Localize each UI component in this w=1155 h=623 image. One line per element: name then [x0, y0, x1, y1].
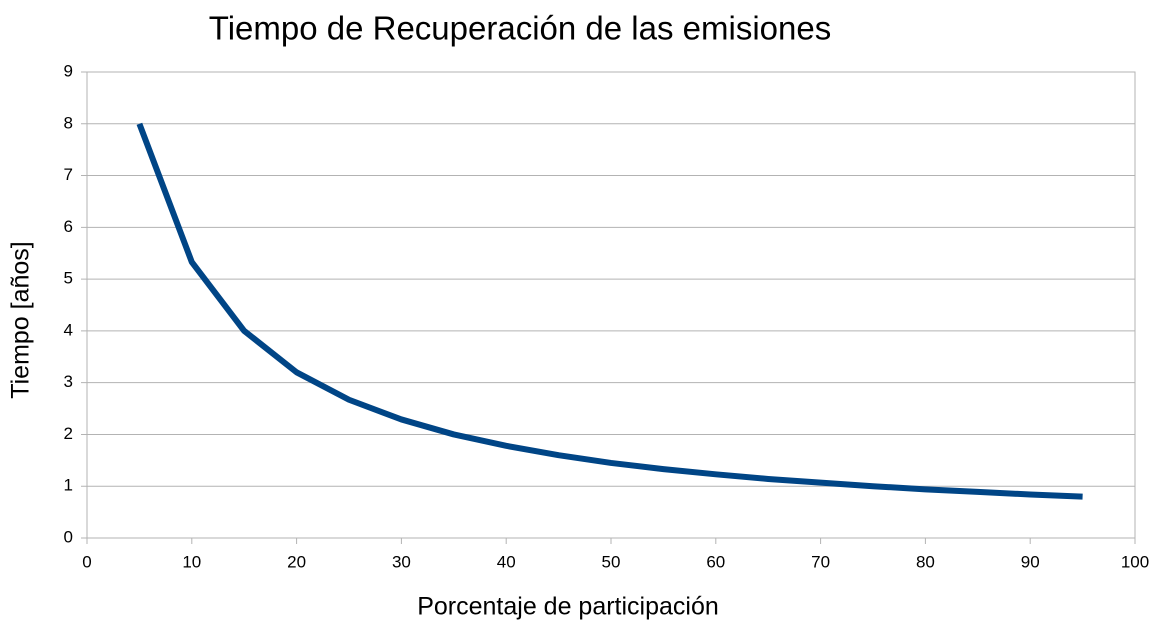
x-tick-label: 70 — [811, 552, 830, 571]
plot-border — [86, 71, 1136, 539]
x-tick-label: 90 — [1021, 552, 1040, 571]
line-series — [136, 122, 1083, 500]
y-tick-label: 0 — [64, 527, 73, 546]
x-tick-label: 20 — [287, 552, 306, 571]
y-tick-label: 4 — [64, 320, 73, 339]
y-tick-label: 6 — [64, 217, 73, 236]
x-tick-label: 50 — [602, 552, 621, 571]
x-axis-label: Porcentaje de participación — [417, 593, 719, 621]
x-tick-label: 10 — [182, 552, 201, 571]
y-tick-label: 1 — [64, 476, 73, 495]
x-tick-label: 40 — [497, 552, 516, 571]
x-tick-label: 80 — [916, 552, 935, 571]
y-tick-label: 5 — [64, 269, 73, 288]
y-tick-label: 7 — [64, 165, 73, 184]
chart-title: Tiempo de Recuperación de las emisiones — [209, 10, 831, 47]
x-tick-label: 60 — [706, 552, 725, 571]
x-tick-label: 0 — [82, 552, 91, 571]
x-tick-label: 100 — [1121, 552, 1149, 571]
y-tick-label: 3 — [64, 372, 73, 391]
y-tick-label: 8 — [64, 113, 73, 132]
x-tick-label: 30 — [392, 552, 411, 571]
y-axis-label: Tiempo [años] — [7, 241, 35, 398]
y-tick-label: 2 — [64, 424, 73, 443]
y-tick-label: 9 — [64, 61, 73, 80]
